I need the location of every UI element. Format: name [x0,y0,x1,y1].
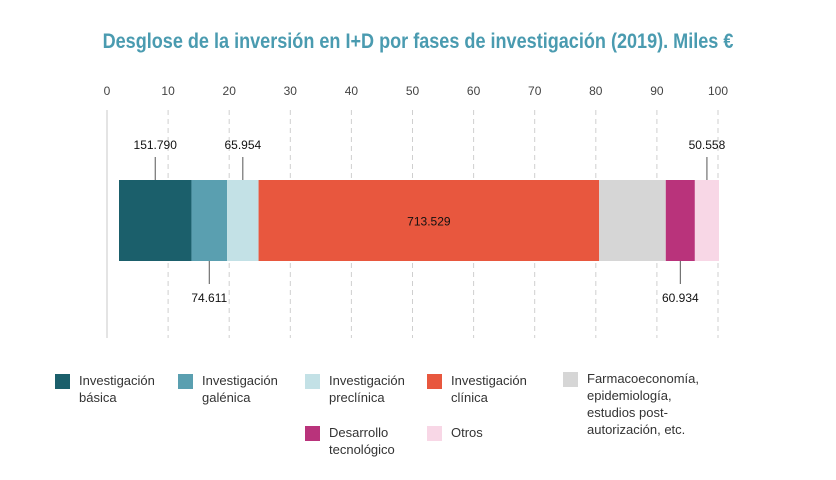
chart-title: Desglose de la inversión en I+D por fase… [102,30,734,53]
legend-item: Farmacoeconomía, epidemiología, estudios… [563,370,699,438]
legend-label: Farmacoeconomía, epidemiología, estudios… [587,371,699,437]
data-label: 60.934 [662,291,699,305]
legend-item: Investigación básica [55,372,155,406]
legend-label: Investigación clínica [451,373,527,405]
data-label: 713.529 [407,215,451,229]
legend-label: Investigación básica [79,373,155,405]
legend-item: Investigación clínica [427,372,527,406]
x-tick-label: 30 [284,84,298,98]
x-tick-label: 50 [406,84,420,98]
legend-item: Otros [427,424,483,441]
legend-label: Otros [451,425,483,440]
legend-swatch [563,372,578,387]
x-tick-label: 20 [223,84,237,98]
legend-item: Desarrollo tecnológico [305,424,395,458]
legend-label: Investigación preclínica [329,373,405,405]
legend-label: Investigación galénica [202,373,278,405]
bar-segment [191,180,228,261]
legend-swatch [427,374,442,389]
legend-swatch [178,374,193,389]
legend-swatch [427,426,442,441]
x-tick-label: 70 [528,84,542,98]
bar-segment [694,180,719,261]
bar-segment [599,180,666,261]
data-label: 65.954 [224,138,261,152]
bar-segment [227,180,259,261]
x-tick-label: 60 [467,84,481,98]
legend-label: Desarrollo tecnológico [329,425,395,457]
x-tick-label: 90 [650,84,664,98]
x-tick-label: 10 [161,84,175,98]
x-tick-label: 80 [589,84,603,98]
legend-item: Investigación preclínica [305,372,405,406]
bar-segment [665,180,695,261]
legend-swatch [305,374,320,389]
x-tick-label: 100 [708,84,728,98]
x-tick-label: 0 [104,84,111,98]
legend-item: Investigación galénica [178,372,278,406]
legend-swatch [55,374,70,389]
x-tick-label: 40 [345,84,359,98]
data-label: 74.611 [191,291,227,305]
data-label: 151.790 [134,138,178,152]
bar-segment [258,180,600,261]
bar-segment [119,180,192,261]
data-label: 50.558 [689,138,726,152]
legend-swatch [305,426,320,441]
